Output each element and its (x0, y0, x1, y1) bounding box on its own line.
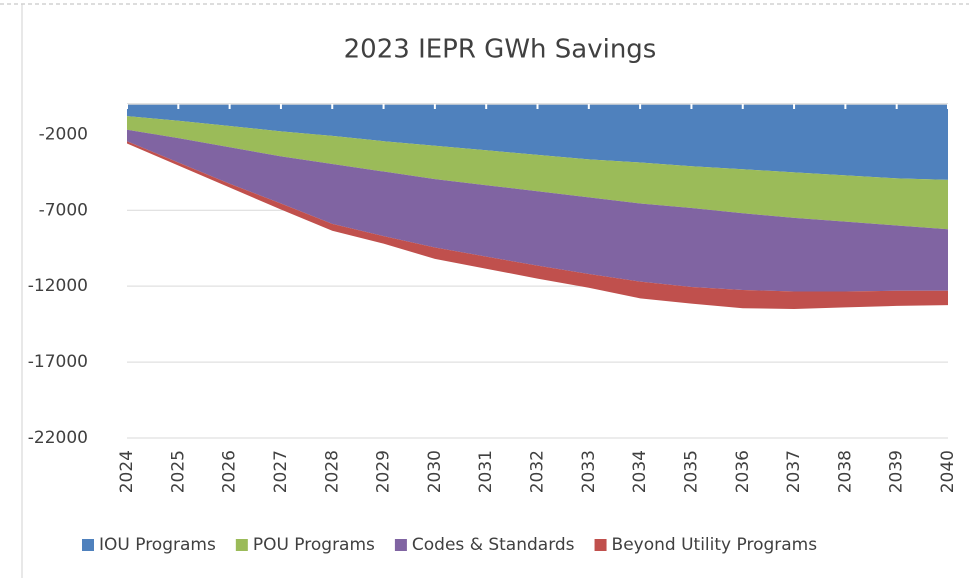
x-tick-label: 2040 (938, 450, 958, 493)
x-tick-label: 2030 (425, 450, 445, 493)
x-tick-label: 2025 (168, 450, 188, 493)
legend-label: Beyond Utility Programs (612, 535, 818, 555)
legend-swatch (594, 539, 607, 551)
x-tick-label: 2024 (117, 450, 137, 493)
legend-swatch (394, 539, 407, 551)
x-tick-label: 2032 (528, 450, 548, 493)
legend-label: IOU Programs (99, 535, 216, 555)
legend-label: POU Programs (253, 535, 375, 555)
legend-swatch (235, 539, 248, 551)
x-tick-label: 2039 (887, 450, 907, 493)
y-tick-label: -17000 (28, 352, 88, 372)
x-tick-label: 2031 (476, 450, 496, 493)
x-tick-label: 2027 (271, 450, 291, 493)
x-tick-label: 2029 (374, 450, 394, 493)
x-tick-label: 2037 (784, 450, 804, 493)
x-tick-label: 2028 (322, 450, 342, 493)
x-tick-label: 2038 (835, 450, 855, 493)
x-tick-label: 2035 (681, 450, 701, 493)
area (127, 116, 948, 230)
chart-title: 2023 IEPR GWh Savings (344, 35, 657, 65)
y-tick-label: -2000 (39, 124, 88, 144)
area (127, 129, 948, 292)
y-tick-label: -22000 (28, 428, 88, 448)
area (127, 104, 948, 180)
y-tick-label: -7000 (39, 200, 88, 220)
x-tick-label: 2033 (579, 450, 599, 493)
legend-swatch (82, 539, 94, 551)
x-tick-label: 2034 (630, 450, 650, 493)
area (127, 141, 948, 309)
x-tick-label: 2026 (220, 450, 240, 493)
y-tick-label: -12000 (28, 276, 88, 296)
x-tick-label: 2036 (733, 450, 753, 493)
legend-label: Codes & Standards (412, 535, 575, 555)
